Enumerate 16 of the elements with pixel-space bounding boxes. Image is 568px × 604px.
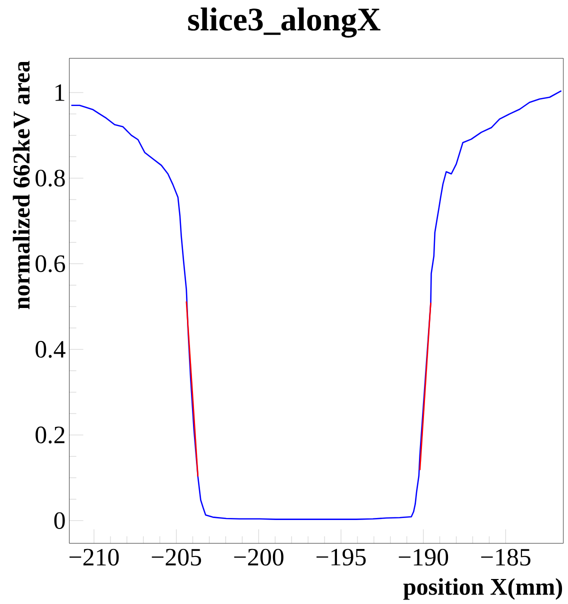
x-tick-label: −205 [152,548,202,566]
x-tick-label: −190 [398,548,448,566]
line-series [70,90,562,520]
y-tick-label: 1 [56,84,64,101]
y-tick-label: 0.2 [36,426,64,444]
chart-title: slice3_alongX [188,8,380,38]
y-tick-label: 0.8 [36,170,65,187]
y-axis-title: normalized 662keV area [12,60,30,310]
y-tick-label: 0 [54,512,65,530]
x-tick-label: −200 [234,548,284,566]
x-tick-label: −210 [70,548,119,566]
x-tick-label: −195 [316,548,366,566]
y-tick-label: 0.4 [36,340,66,358]
x-tick-label: −185 [481,548,530,566]
y-tick-label: 0.6 [36,255,66,272]
x-axis-title: position X(mm) [403,578,562,600]
